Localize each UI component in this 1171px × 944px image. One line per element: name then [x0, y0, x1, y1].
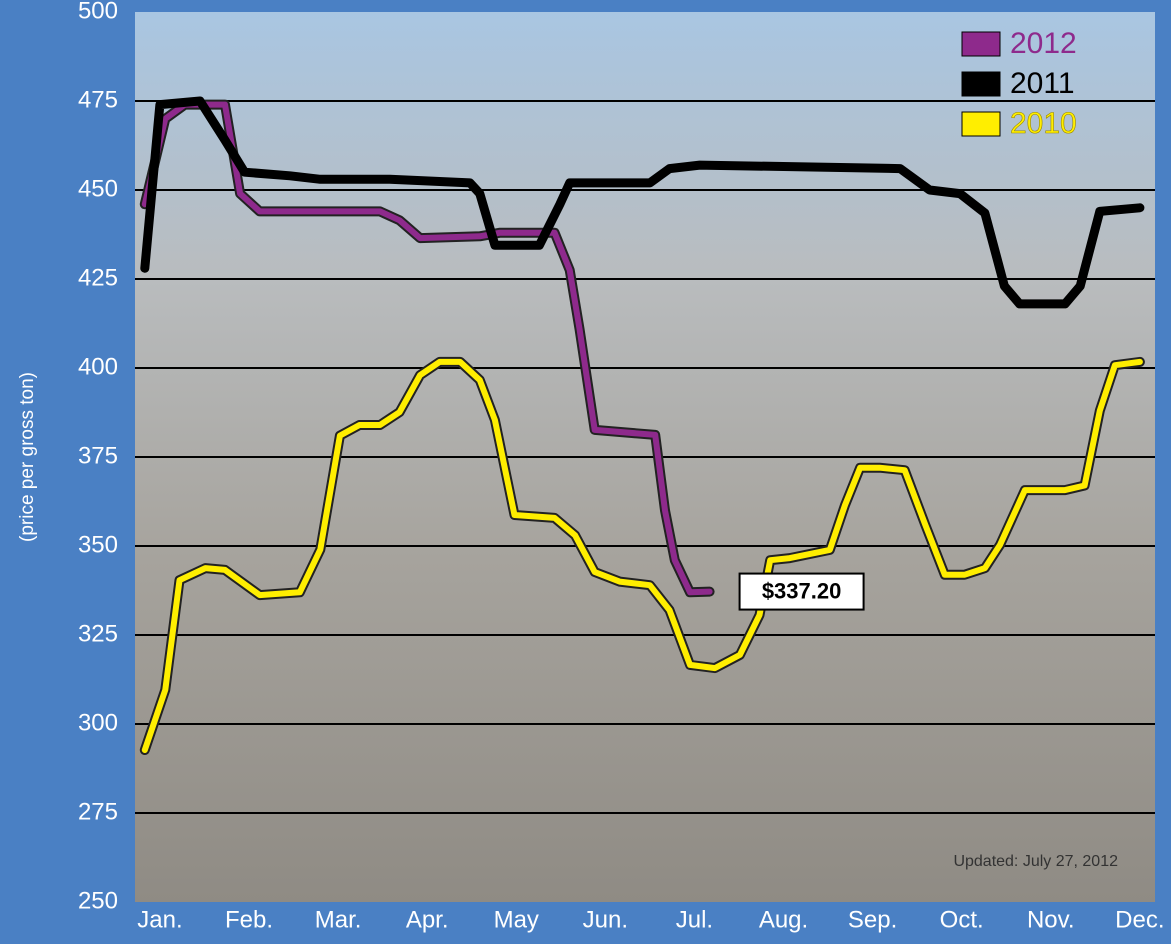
y-tick-label: 300	[78, 709, 118, 736]
x-tick-label: Aug.	[759, 906, 808, 933]
y-tick-label: 475	[78, 86, 118, 113]
legend-swatch	[962, 72, 1000, 96]
legend-label: 2012	[1010, 27, 1077, 60]
x-tick-label: Sep.	[848, 906, 897, 933]
legend-swatch	[962, 112, 1000, 136]
y-tick-label: 500	[78, 0, 118, 24]
x-tick-label: Oct.	[940, 906, 984, 933]
y-tick-label: 375	[78, 442, 118, 469]
x-tick-label: Jan.	[137, 906, 182, 933]
x-tick-label: Nov.	[1027, 906, 1075, 933]
y-tick-label: 425	[78, 264, 118, 291]
legend-label: 2011	[1010, 67, 1075, 100]
page: (price per gross ton) 250 275 300 325 350 375…	[0, 0, 1171, 939]
y-tick-label: 350	[78, 531, 118, 558]
x-tick-label: Dec.	[1115, 906, 1164, 933]
chart: (price per gross ton) 250 275 300 325 350 375…	[0, 0, 1171, 939]
annotation: $337.20	[762, 578, 842, 603]
legend-swatch	[962, 32, 1000, 56]
x-tick-label: Feb.	[225, 906, 273, 933]
x-tick-label: May	[494, 906, 539, 933]
x-tick-label: Mar.	[315, 906, 362, 933]
y-tick-label: 250	[78, 887, 118, 914]
y-axis-label: (price per gross ton)	[17, 372, 38, 542]
footnote: Updated: July 27, 2012	[953, 853, 1118, 870]
y-tick-label: 325	[78, 620, 118, 647]
y-tick-label: 450	[78, 175, 118, 202]
x-tick-label: Apr.	[406, 906, 449, 933]
y-tick-label: 400	[78, 353, 118, 380]
y-tick-label: 275	[78, 798, 118, 825]
x-tick-label: Jul.	[676, 906, 713, 933]
legend-label: 2010	[1010, 107, 1077, 140]
x-tick-label: Jun.	[583, 906, 628, 933]
